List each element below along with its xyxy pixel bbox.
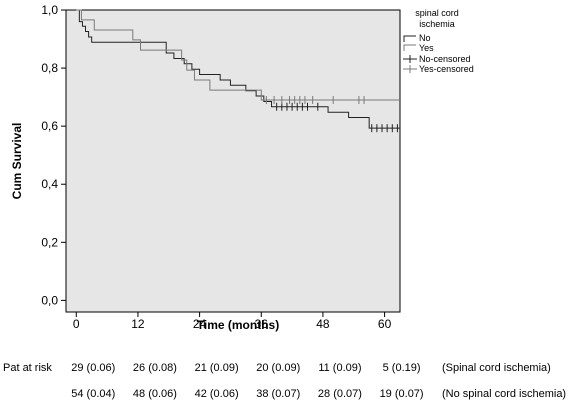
y-tick-label: 1,0	[41, 3, 58, 17]
plot-area	[65, 9, 401, 313]
risk-table-cell: 28 (0.07)	[318, 388, 362, 400]
legend-title-line1: spinal cord	[415, 8, 459, 18]
risk-table-group-label: (Spinal cord ischemia)	[442, 362, 551, 374]
legend-no-censored-icon	[403, 55, 417, 63]
x-tick-label: 24	[193, 317, 207, 331]
risk-table-cell: 5 (0.19)	[383, 362, 421, 374]
y-tick-label: 0,0	[41, 293, 58, 307]
legend-no-censored-label: No-censored	[419, 54, 471, 64]
legend-yes-censored-icon	[403, 65, 417, 73]
legend-no-label: No	[419, 33, 431, 43]
x-tick-label: 48	[316, 317, 330, 331]
survival-curve-no	[76, 9, 400, 129]
risk-table-cell: 48 (0.06)	[133, 388, 177, 400]
y-tick-label: 0,4	[41, 177, 58, 191]
y-tick-label: 0,6	[41, 119, 58, 133]
x-tick-label: 36	[255, 317, 269, 331]
risk-table-group-label: (No spinal cord ischemia)	[442, 388, 566, 400]
risk-table-cell: 20 (0.09)	[256, 362, 300, 374]
legend-title-line2: ischemia	[419, 19, 455, 29]
risk-table-cell: 11 (0.09)	[318, 362, 361, 374]
risk-table-cell: 19 (0.07)	[380, 388, 424, 400]
x-axis-title: Time (months)	[197, 318, 279, 332]
risk-table-cell: 54 (0.04)	[71, 388, 115, 400]
risk-table-cell: 42 (0.06)	[195, 388, 239, 400]
x-axis: 0 12 24 36 48 60	[73, 312, 392, 331]
y-tick-label: 0,2	[41, 235, 58, 249]
risk-table-cell: 21 (0.09)	[195, 362, 239, 374]
risk-table-cell: 29 (0.06)	[71, 362, 115, 374]
risk-table-label: Pat at risk	[3, 362, 52, 374]
legend-yes-label: Yes	[419, 43, 434, 53]
x-tick-label: 60	[378, 317, 392, 331]
survival-curve-yes	[76, 9, 400, 101]
legend-no-line-icon	[403, 35, 416, 42]
x-tick-label: 0	[73, 317, 80, 331]
legend-yes-censored-label: Yes-censored	[419, 64, 474, 74]
risk-table-cell: 26 (0.08)	[133, 362, 177, 374]
x-tick-label: 12	[131, 317, 145, 331]
risk-table-cell: 38 (0.07)	[256, 388, 300, 400]
survival-curves	[76, 9, 400, 133]
y-tick-label: 0,8	[41, 61, 58, 75]
legend-yes-line-icon	[403, 44, 416, 51]
legend: spinal cord ischemia No Yes No-censored …	[403, 8, 474, 74]
y-axis-title: Cum Survival	[10, 123, 24, 200]
y-axis: 0,0 0,2 0,4 0,6 0,8 1,0	[41, 3, 66, 307]
risk-table: Pat at risk 29 (0.06) 26 (0.08) 21 (0.09) 2…	[3, 362, 566, 400]
